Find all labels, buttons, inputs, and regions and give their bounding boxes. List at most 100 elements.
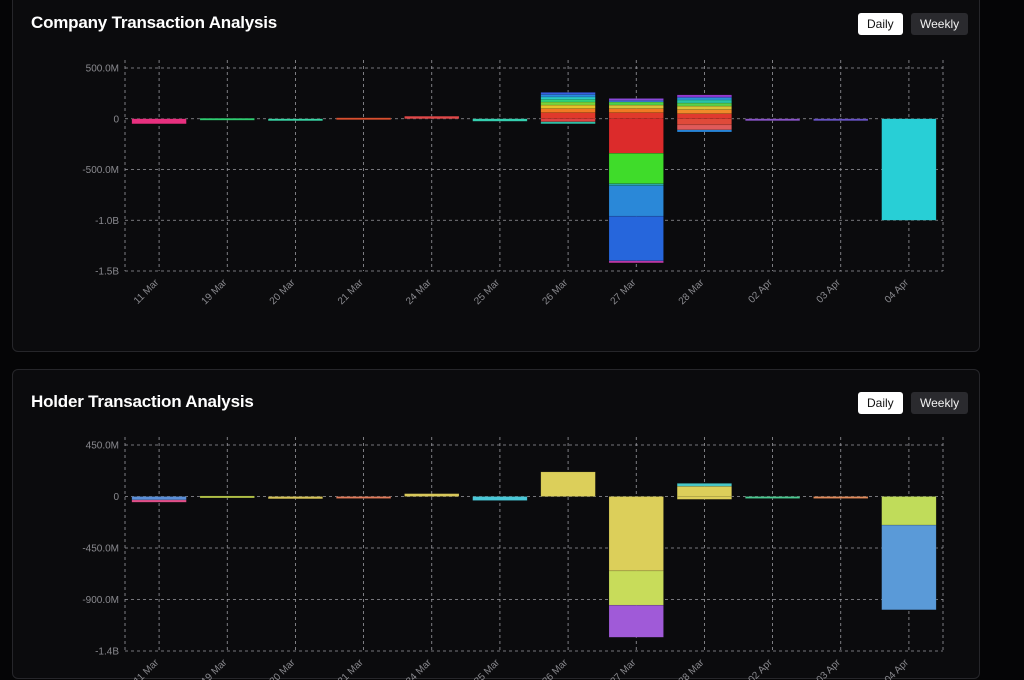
bar-segment[interactable] [404,493,460,497]
bar-segment[interactable] [540,108,596,113]
bar-segment[interactable] [540,101,596,106]
y-tick-label: -1.0B [95,216,119,227]
bar-segment[interactable] [540,94,596,98]
y-tick-label: -1.4B [95,647,119,658]
bar-segment[interactable] [676,118,732,126]
x-tick-label: 02 Apr [746,277,775,306]
bar-segment[interactable] [676,99,732,104]
bar-stack [608,98,664,264]
bar-segment[interactable] [608,496,664,572]
x-tick-label: 20 Mar [268,277,298,307]
bar-segment[interactable] [608,112,664,120]
x-tick-label: 21 Mar [336,657,366,680]
bar-segment[interactable] [676,124,732,131]
bar-segment[interactable] [540,99,596,103]
bar-stack [472,118,528,122]
bar-segment[interactable] [540,121,596,125]
bar-segment[interactable] [540,92,596,95]
bar-segment[interactable] [676,496,732,500]
bar-stack [540,471,596,497]
bar-segment[interactable] [608,183,664,186]
x-tick-label: 25 Mar [472,657,502,680]
holder-transaction-panel: Holder Transaction Analysis Daily Weekly… [12,369,980,680]
bar-segment[interactable] [608,153,664,184]
weekly-button[interactable]: Weekly [911,392,969,414]
bar-segment[interactable] [540,96,596,100]
bar-segment[interactable] [608,108,664,113]
bar-segment[interactable] [472,118,528,122]
bar-segment[interactable] [131,499,187,503]
bar-segment[interactable] [608,118,664,154]
bar-segment[interactable] [608,570,664,606]
x-tick-label: 03 Apr [815,657,844,680]
y-tick-label: -1.5B [95,267,119,278]
y-tick-label: 450.0M [86,441,119,452]
bar-segment[interactable] [199,495,255,499]
y-tick-label: 0 [113,492,119,503]
bar-segment[interactable] [404,115,460,120]
bar-segment[interactable] [472,496,528,501]
x-tick-label: 21 Mar [336,277,366,307]
bar-segment[interactable] [540,104,596,109]
bar-segment[interactable] [267,118,323,122]
bar-stack [676,94,732,133]
bar-segment[interactable] [608,101,664,106]
panel-title: Holder Transaction Analysis [31,392,254,411]
daily-button[interactable]: Daily [858,392,903,414]
bar-segment[interactable] [608,185,664,217]
x-tick-label: 27 Mar [609,277,639,307]
x-tick-label: 28 Mar [677,657,707,680]
bar-segment[interactable] [540,471,596,497]
bar-segment[interactable] [676,129,732,133]
bar-stack [881,118,937,221]
bar-segment[interactable] [881,496,937,526]
bar-segment[interactable] [540,112,596,120]
bar-segment[interactable] [881,524,937,611]
daily-button[interactable]: Daily [858,13,903,35]
grid [124,437,944,652]
x-tick-label: 04 Apr [883,277,912,306]
bar-segment[interactable] [336,496,392,499]
bar-segment[interactable] [676,109,732,114]
x-tick-label: 26 Mar [540,657,570,680]
panel-title: Company Transaction Analysis [31,13,278,32]
bar-stack [336,496,392,499]
bar-segment[interactable] [813,496,869,499]
bar-segment[interactable] [676,94,732,98]
bar-segment[interactable] [608,604,664,638]
bar-segment[interactable] [881,118,937,221]
bar-stack [404,493,460,497]
holder-transaction-chart: 450.0M 0 -450.0M -900.0M -1.4B 11 Mar 19 Mar 20… [82,437,944,680]
bar-segment[interactable] [131,118,187,125]
bar-segment[interactable] [608,260,664,264]
bar-segment[interactable] [540,118,596,123]
bar-segment[interactable] [267,496,323,500]
bar-stack [540,92,596,125]
bar-stack [472,496,528,501]
bar-segment[interactable] [131,496,187,501]
bar-stack [199,495,255,499]
bar-segment[interactable] [676,113,732,120]
bar-stack [813,496,869,499]
bar-segment[interactable] [745,118,801,121]
bar-segment[interactable] [676,483,732,487]
y-tick-label: -450.0M [82,544,119,555]
weekly-button[interactable]: Weekly [911,13,969,35]
bar-segment[interactable] [608,215,664,262]
bar-segment[interactable] [745,496,801,499]
bar-stack [745,118,801,121]
bar-segment[interactable] [676,102,732,107]
x-tick-label: 24 Mar [404,277,434,307]
bar-segment[interactable] [336,117,392,120]
x-tick-label: 02 Apr [746,657,775,680]
bar-segment[interactable] [813,118,869,121]
bar-stack [881,496,937,611]
bar-segment[interactable] [608,98,664,101]
bar-stack [267,118,323,122]
bar-segment[interactable] [676,485,732,497]
bar-segment[interactable] [676,105,732,110]
y-tick-label: 500.0M [86,64,119,75]
bar-segment[interactable] [199,117,255,121]
bar-stack [404,115,460,120]
bar-segment[interactable] [608,104,664,109]
